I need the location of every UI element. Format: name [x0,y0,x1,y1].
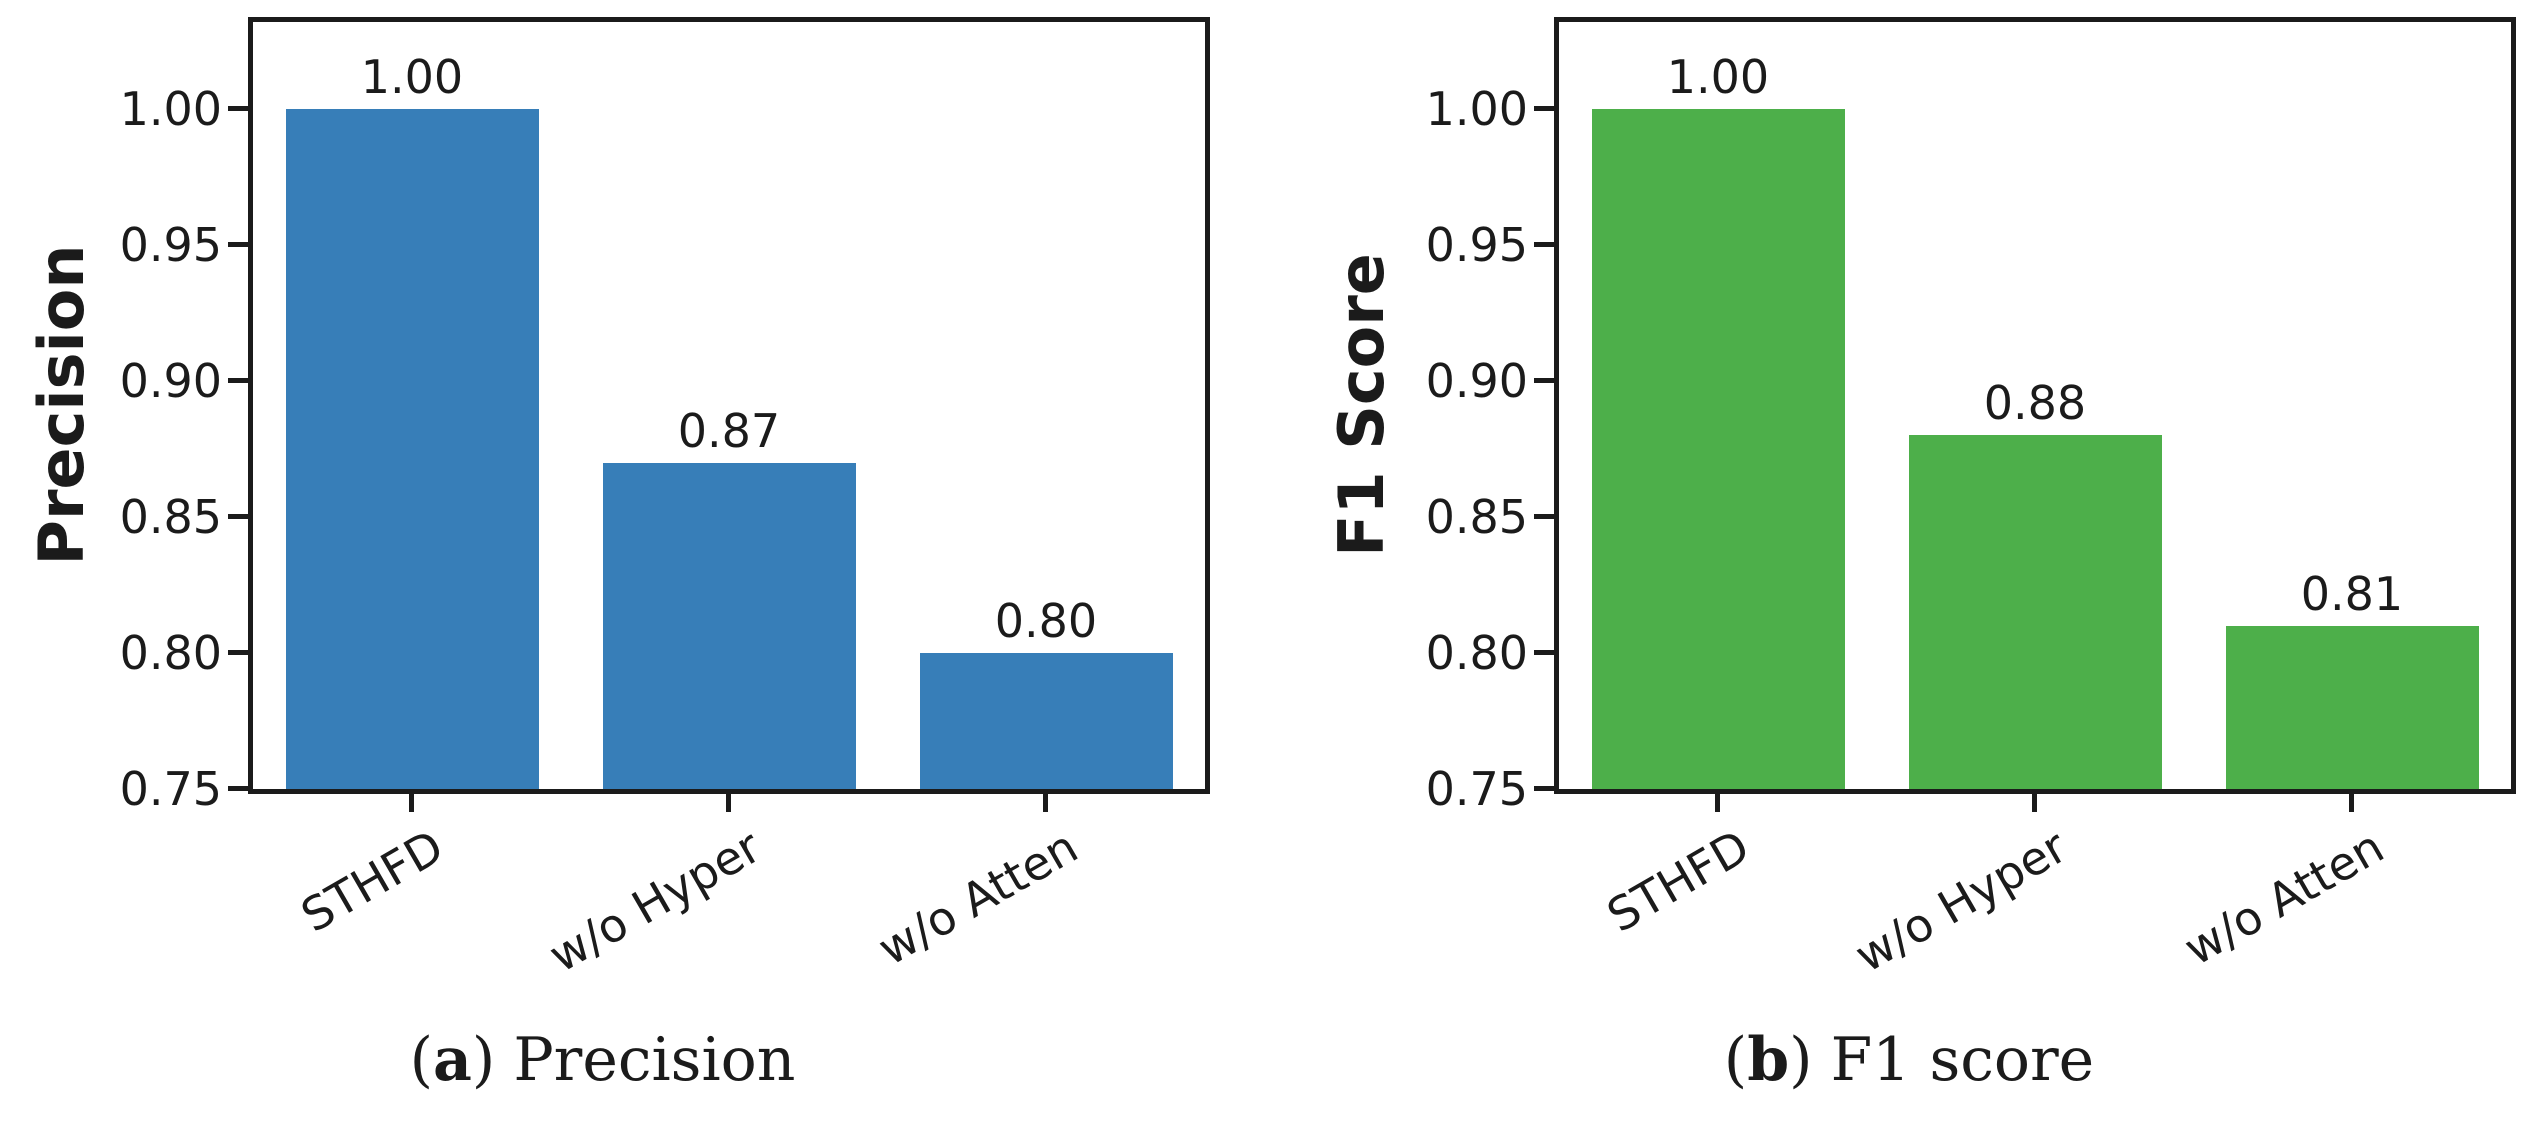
ytick-label-0.80: 0.80 [1425,626,1528,680]
caption-open-paren: ( [409,1025,433,1095]
ytick-mark-0.90 [1534,378,1554,383]
caption-close-paren: ) [1789,1025,1813,1095]
xtick-label-sthfd: STHFD [292,819,453,943]
caption-open-paren: ( [1723,1025,1748,1095]
ytick-label-0.90: 0.90 [119,354,222,408]
caption-close-paren: ) [471,1025,496,1095]
ytick-label-1.00: 1.00 [1425,82,1528,136]
ytick-label-0.75: 0.75 [1425,762,1528,816]
ytick-mark-0.90 [228,378,248,383]
xtick-label-sthfd: STHFD [1598,819,1759,943]
xtick-mark-w-o-hyper [2032,794,2037,812]
xtick-label-w-o-atten: w/o Atten [2174,819,2393,976]
ytick-label-1.00: 1.00 [119,82,222,136]
bar-value-w-o-atten: 0.80 [994,594,1098,648]
ytick-mark-1.00 [1534,106,1554,111]
xtick-label-w-o-hyper: w/o Hyper [539,819,770,983]
xtick-mark-sthfd [409,794,414,812]
ytick-mark-0.85 [1534,514,1554,519]
bar-value-w-o-hyper: 0.87 [677,404,781,458]
caption-text-f1-score: F1 score [1830,1025,2095,1095]
bar-sthfd [286,109,539,789]
ytick-mark-0.80 [1534,650,1554,655]
plot-area-precision [248,17,1210,794]
ytick-mark-0.80 [228,650,248,655]
subfigure-caption-b: (b) F1 score [1307,1024,2511,1096]
plot-area-f1-score [1554,17,2516,794]
bar-value-w-o-hyper: 0.88 [1983,376,2087,430]
ytick-mark-0.95 [1534,242,1554,247]
ytick-mark-0.75 [1534,786,1554,791]
ytick-label-0.90: 0.90 [1425,354,1528,408]
bar-sthfd [1592,109,1845,789]
bar-value-w-o-atten: 0.81 [2300,567,2404,621]
xtick-label-w-o-atten: w/o Atten [868,819,1087,976]
xtick-mark-w-o-atten [1043,794,1048,812]
caption-text-precision: Precision [513,1025,796,1095]
xtick-mark-sthfd [1715,794,1720,812]
xtick-mark-w-o-hyper [726,794,731,812]
xtick-mark-w-o-atten [2349,794,2354,812]
bar-w-o-hyper [603,463,856,789]
bar-w-o-atten [920,653,1173,789]
caption-letter-b: b [1747,1025,1790,1095]
ytick-mark-1.00 [228,106,248,111]
ytick-label-0.95: 0.95 [119,218,222,272]
subfigure-caption-a: (a) Precision [0,1024,1205,1096]
bar-w-o-atten [2226,626,2479,789]
ytick-label-0.80: 0.80 [119,626,222,680]
bar-w-o-hyper [1909,435,2162,789]
ytick-label-0.95: 0.95 [1425,218,1528,272]
ytick-label-0.75: 0.75 [119,762,222,816]
caption-letter-a: a [433,1025,472,1095]
bar-value-sthfd: 1.00 [1666,50,1770,104]
subfigure-a-panel: Precision (a) Precision 1.00 0.95 0.90 0.85 0… [0,17,1210,1096]
ytick-mark-0.75 [228,786,248,791]
ytick-mark-0.85 [228,514,248,519]
subfigure-b-panel: F1 Score (b) F1 score 1.00 0.95 0.90 0.85 0.8… [1270,0,2534,1132]
xtick-label-w-o-hyper: w/o Hyper [1845,819,2076,983]
ytick-label-0.85: 0.85 [119,490,222,544]
bar-value-sthfd: 1.00 [360,50,464,104]
ytick-label-0.85: 0.85 [1425,490,1528,544]
ytick-mark-0.95 [228,242,248,247]
